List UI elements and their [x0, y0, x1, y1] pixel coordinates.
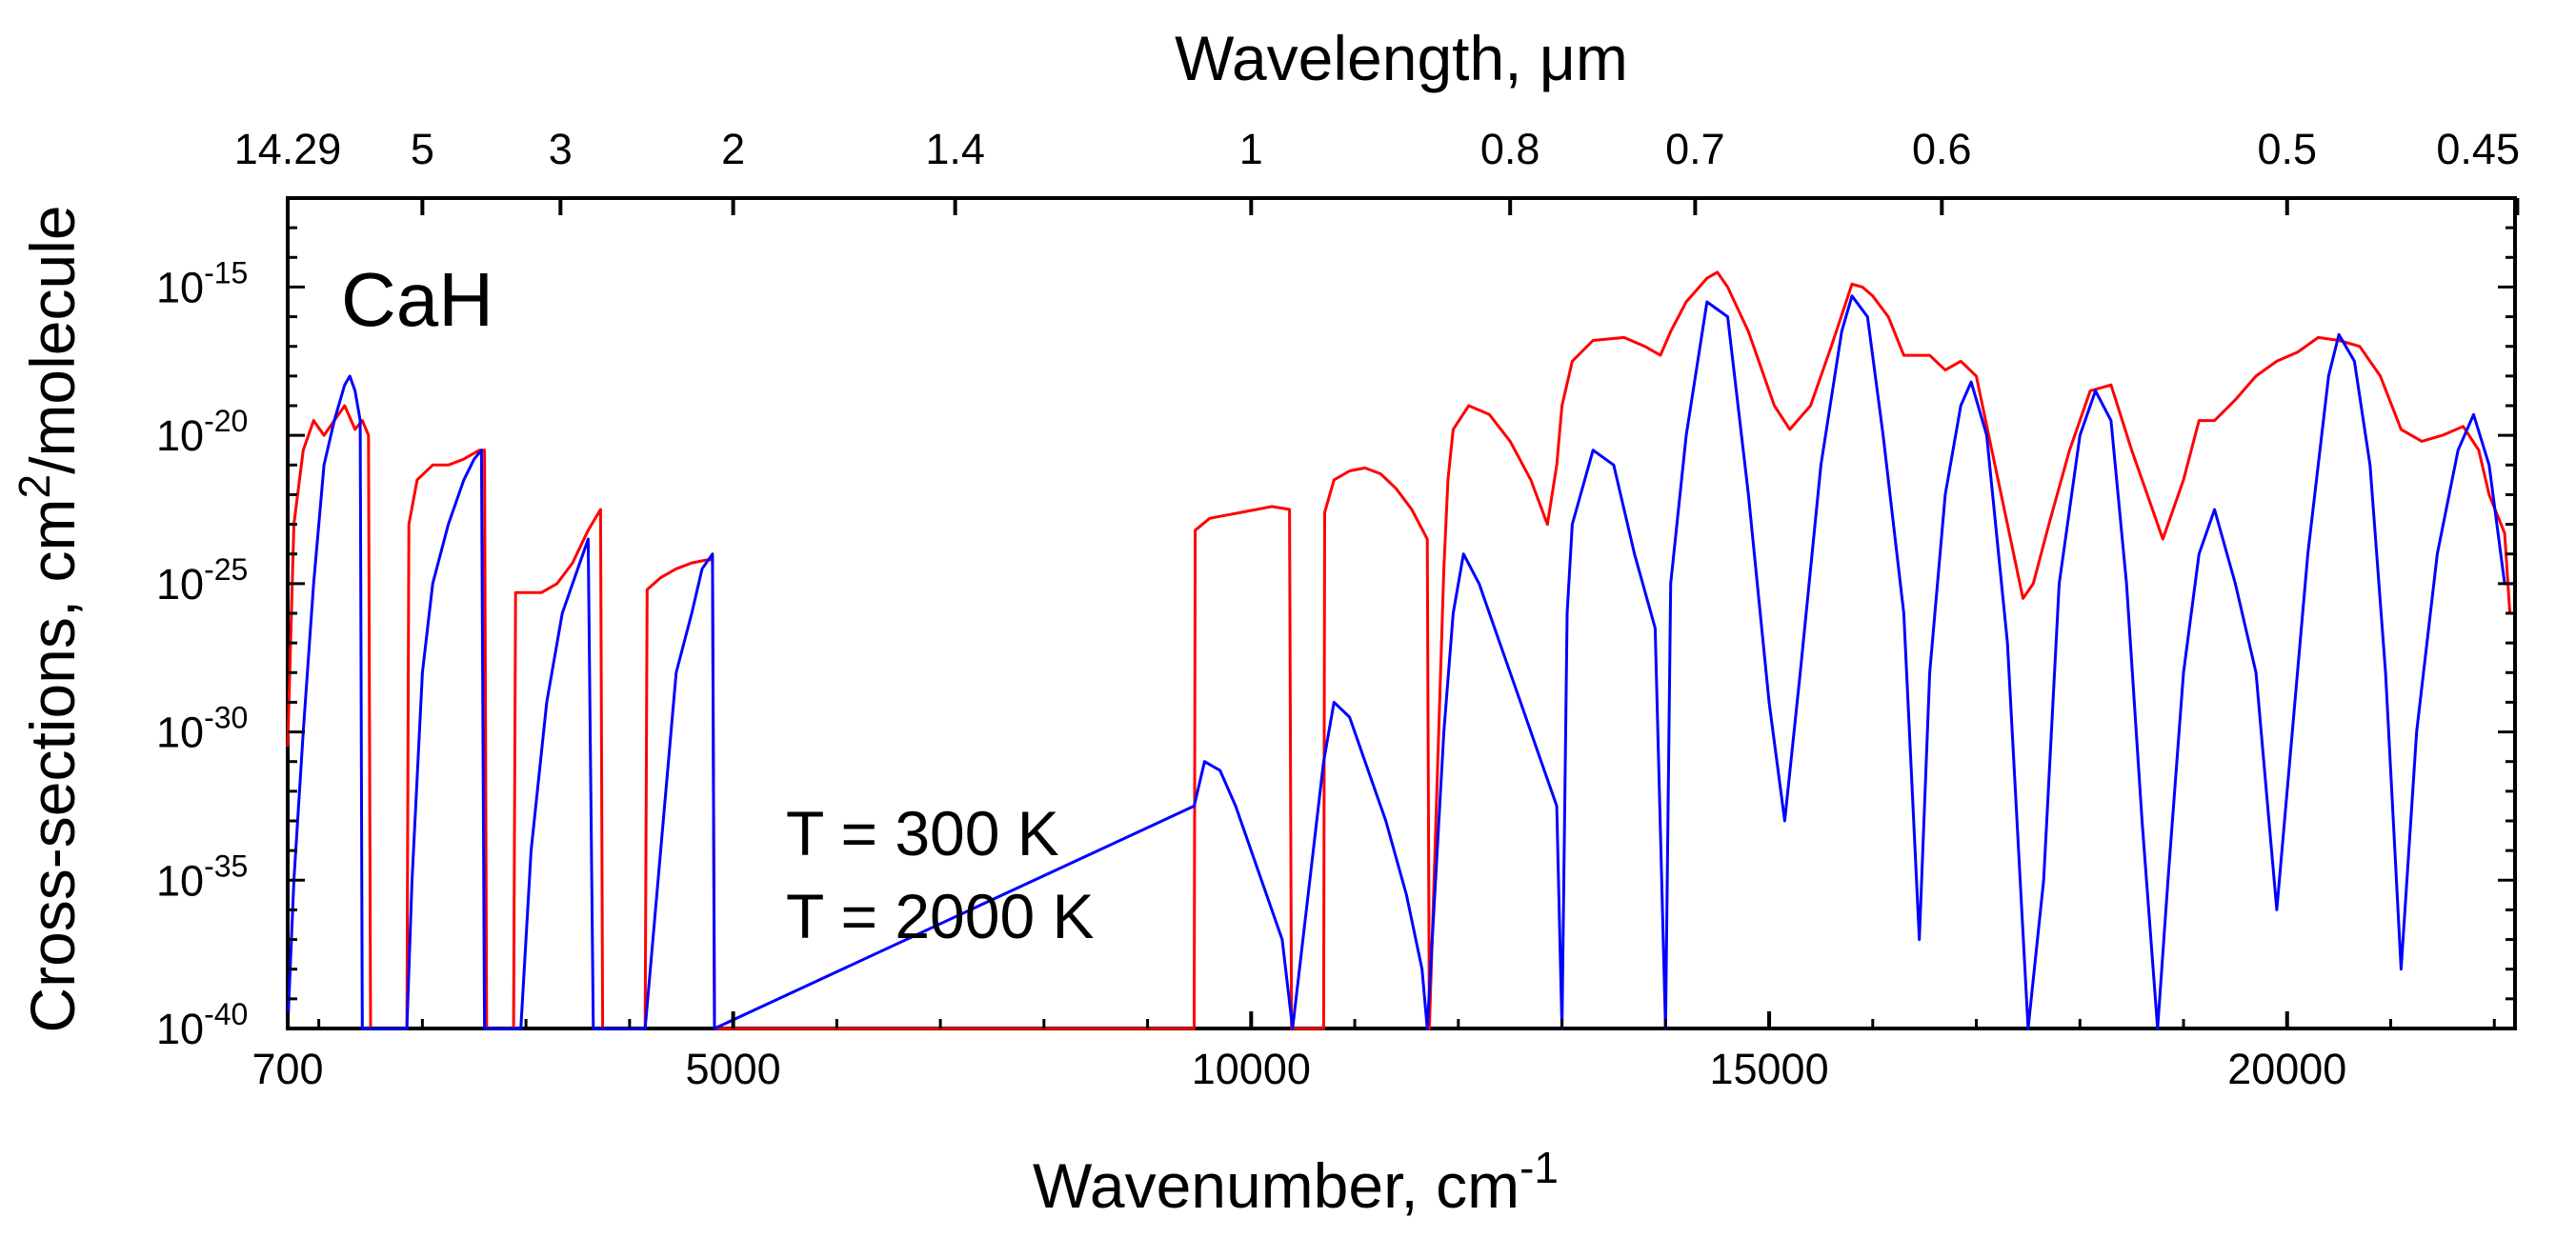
top-tick-label: 0.6 [1912, 125, 1972, 173]
x-axis-title-sup: -1 [1519, 1143, 1559, 1192]
x-axis-title: Wavenumber, cm-1 [1033, 1143, 1559, 1221]
molecule-label: CaH [341, 257, 493, 342]
y-tick-label: 10-20 [156, 404, 248, 460]
series-line-300k [286, 294, 2515, 1030]
top-tick-label: 0.45 [2436, 125, 2520, 173]
series-line-2000k [286, 270, 2515, 1030]
top-tick-label: 2 [721, 125, 745, 173]
x-tick-label: 700 [252, 1045, 323, 1093]
y-tick-label: 10-40 [156, 997, 248, 1053]
x-tick-label: 20000 [2227, 1045, 2346, 1093]
top-tick-label: 0.7 [1665, 125, 1725, 173]
top-tick-label: 0.8 [1480, 125, 1540, 173]
y-tick-label: 10-25 [156, 552, 248, 609]
y-axis-title-sup: 2 [10, 474, 59, 499]
series-layer [286, 270, 2515, 1030]
ticks-layer: 700 5000 10000 15000 20000 14.29 5 3 2 1.4 1 0.8 0.7… [156, 125, 2520, 1093]
x-tick-label: 15000 [1709, 1045, 1828, 1093]
top-tick-label: 1.4 [925, 125, 985, 173]
y-tick-label: 10-15 [156, 255, 248, 311]
y-tick-label: 10-35 [156, 849, 248, 905]
x-tick-label: 10000 [1192, 1045, 1311, 1093]
legend-entry-300k: T = 300 K [786, 798, 1059, 869]
plot-frame [286, 196, 2517, 1030]
x-axis-title-base: Wavenumber, cm [1033, 1150, 1519, 1221]
top-tick-label: 5 [411, 125, 434, 173]
y-axis-title-rest: /molecule [17, 205, 88, 473]
top-tick-label: 0.5 [2257, 125, 2317, 173]
x-tick-label: 5000 [686, 1045, 781, 1093]
legend-entry-2000k: T = 2000 K [786, 881, 1095, 951]
y-tick-label: 10-30 [156, 701, 248, 757]
top-tick-label: 14.29 [234, 125, 342, 173]
top-tick-label: 1 [1239, 125, 1263, 173]
top-tick-label: 3 [549, 125, 573, 173]
y-axis-title: Cross-sections, cm2/molecule [10, 205, 88, 1032]
y-axis-title-base: Cross-sections, cm [17, 498, 88, 1032]
top-axis-title: Wavelength, μm [1175, 23, 1628, 93]
